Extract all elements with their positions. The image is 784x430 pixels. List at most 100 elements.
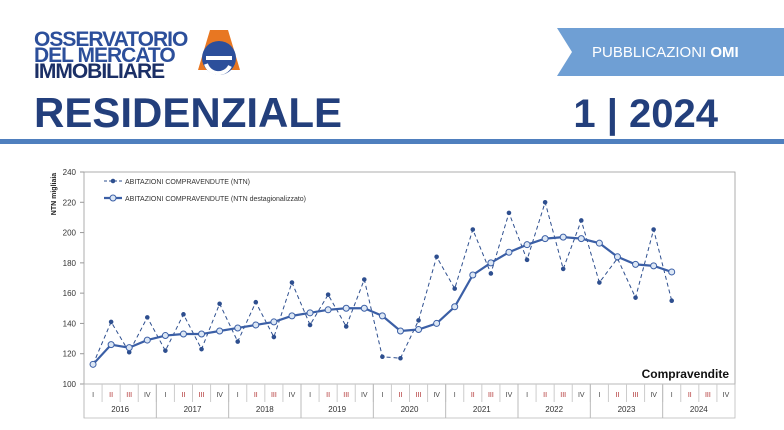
data-point <box>108 319 114 325</box>
issue: 1 | 2024 <box>573 92 718 136</box>
data-point <box>506 210 512 216</box>
data-point <box>163 348 168 353</box>
logo-line: IMMOBILIARE <box>34 60 165 83</box>
data-point <box>542 199 548 205</box>
data-point <box>181 312 186 317</box>
data-point <box>597 280 602 285</box>
series-line <box>92 236 673 366</box>
data-point <box>433 319 441 327</box>
data-point <box>524 257 530 263</box>
x-tick-label: III <box>343 392 349 399</box>
x-tick-label: IV <box>144 392 151 399</box>
data-point <box>488 271 494 276</box>
x-tick-label: II <box>543 392 547 399</box>
data-point <box>415 325 423 333</box>
data-point <box>198 330 206 338</box>
x-tick-label: II <box>254 392 258 399</box>
data-point <box>396 327 404 335</box>
year-label: 2022 <box>545 405 563 414</box>
rule <box>0 139 784 144</box>
data-point <box>577 235 585 243</box>
logo-line: OSSERVATORIO <box>34 28 188 51</box>
data-point <box>289 280 295 285</box>
data-point <box>669 298 675 304</box>
y-tick-label: 100 <box>63 380 77 389</box>
data-point <box>632 260 640 268</box>
data-point <box>398 355 403 361</box>
y-tick-label: 120 <box>63 350 77 359</box>
logo-icon <box>204 56 232 76</box>
data-point <box>199 346 204 352</box>
data-point <box>324 306 332 314</box>
data-point <box>595 239 603 247</box>
x-tick-label: IV <box>361 392 368 399</box>
x-tick-label: II <box>616 392 620 399</box>
data-point <box>650 262 658 270</box>
x-tick-label: I <box>237 392 239 399</box>
x-tick-label: I <box>671 392 673 399</box>
data-point <box>559 233 567 241</box>
x-tick-label: I <box>164 392 166 399</box>
chart: 100 120 140 160 180 200 220 240 NTN migliaia Comp… <box>51 168 736 419</box>
x-tick-label: I <box>381 392 383 399</box>
year-label: 2018 <box>256 405 274 414</box>
annotation: Compravendite <box>642 367 730 381</box>
legend-marker <box>109 194 117 202</box>
x-tick-label: III <box>705 392 711 399</box>
data-point <box>361 277 367 282</box>
data-point <box>668 268 676 276</box>
x-tick-label: II <box>109 392 113 399</box>
y-tick-label: 180 <box>63 259 77 268</box>
y-axis-label: NTN migliaia <box>51 173 58 216</box>
x-tick-label: I <box>92 392 94 399</box>
page-title: RESIDENZIALE <box>34 89 342 136</box>
x-tick-label: IV <box>650 392 657 399</box>
x-tick-label: II <box>182 392 186 399</box>
x-tick-label: III <box>416 392 422 399</box>
x-tick-label: I <box>309 392 311 399</box>
data-point <box>360 304 368 312</box>
data-point <box>343 324 349 329</box>
x-tick-label: III <box>488 392 494 399</box>
data-point <box>470 227 476 232</box>
year-label: 2016 <box>111 405 129 414</box>
banner-bold: OMI <box>710 44 738 61</box>
y-tick-label: 200 <box>63 229 77 238</box>
data-point <box>342 304 350 312</box>
series-line <box>92 200 673 365</box>
logo-line: DEL MERCATO <box>34 44 175 67</box>
data-point <box>161 332 169 340</box>
data-point <box>306 309 314 317</box>
data-point <box>633 295 638 300</box>
data-point <box>380 354 385 360</box>
year-label: 2024 <box>690 405 708 414</box>
x-tick-label: I <box>598 392 600 399</box>
data-point <box>270 318 278 326</box>
y-tick-label: 140 <box>63 319 77 328</box>
x-tick-label: III <box>126 392 132 399</box>
data-point <box>613 253 621 261</box>
x-tick-label: IV <box>506 392 513 399</box>
x-tick-label: III <box>271 392 277 399</box>
data-point <box>469 271 477 279</box>
x-tick-label: IV <box>433 392 440 399</box>
x-tick-label: II <box>326 392 330 399</box>
data-point <box>144 315 150 320</box>
legend-label: ABITAZIONI COMPRAVENDUTE (NTN) <box>125 179 250 186</box>
x-tick-label: III <box>560 392 566 399</box>
data-point <box>253 299 259 305</box>
data-point <box>452 286 458 291</box>
data-point <box>560 266 566 272</box>
data-point <box>578 218 584 223</box>
year-label: 2023 <box>618 405 636 414</box>
data-point <box>523 241 531 249</box>
data-point <box>416 318 421 323</box>
data-point <box>235 339 241 344</box>
x-tick-label: I <box>526 392 528 399</box>
data-point <box>107 341 115 349</box>
year-label: 2020 <box>401 405 419 414</box>
data-point <box>143 336 151 344</box>
data-point <box>325 292 331 297</box>
data-point <box>217 301 222 307</box>
year-label: 2017 <box>184 405 202 414</box>
